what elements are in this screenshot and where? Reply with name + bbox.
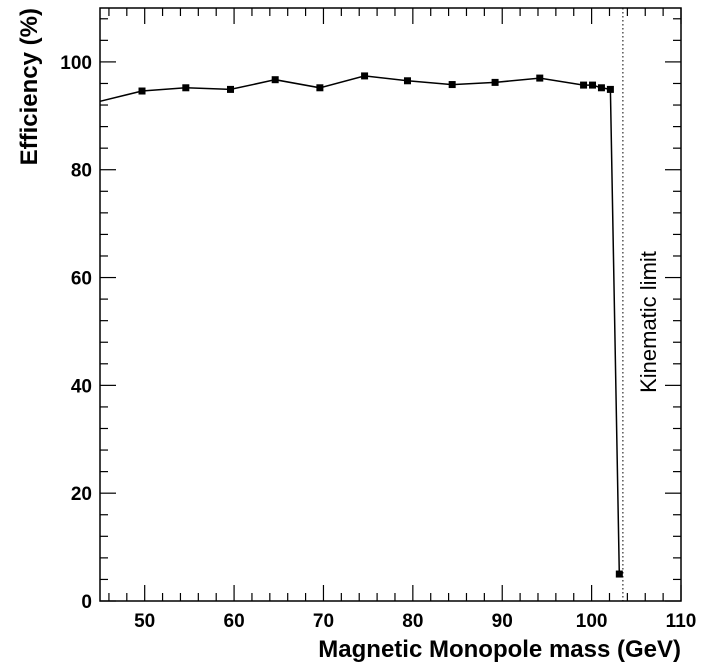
data-point: [361, 72, 369, 80]
x-tick-label: 50: [134, 611, 155, 632]
plot-frame: [99, 7, 682, 602]
data-point: [597, 84, 605, 92]
y-tick-label: 40: [71, 376, 92, 397]
y-tick-label: 60: [71, 269, 92, 290]
x-tick-label: 60: [224, 611, 245, 632]
data-point: [227, 85, 235, 93]
x-axis-title: Magnetic Monopole mass (GeV): [318, 636, 681, 663]
y-axis-title: Efficiency (%): [16, 8, 43, 165]
data-point: [138, 87, 146, 95]
kinematic-limit-label: Kinematic limit: [636, 251, 661, 393]
data-point: [589, 81, 597, 89]
data-point: [271, 76, 279, 84]
y-tick-label: 80: [71, 161, 92, 182]
data-point: [580, 81, 588, 89]
y-tick-label: 20: [71, 484, 92, 505]
data-point: [491, 78, 499, 86]
data-point: [615, 570, 623, 578]
data-point: [606, 85, 614, 93]
x-tick-label: 70: [313, 611, 334, 632]
y-tick-label: 0: [81, 592, 92, 613]
data-point: [182, 84, 190, 92]
x-tick-label: 100: [576, 611, 608, 632]
series-line: [99, 75, 621, 575]
data-point: [403, 77, 411, 85]
data-point: [316, 84, 324, 92]
x-tick-label: 90: [492, 611, 513, 632]
plot-area: 50 60 70 80 90 100 110 0 20 40 60 80 100 Magnetic Mon…: [16, 7, 697, 663]
x-tick-label: 80: [402, 611, 423, 632]
data-point: [448, 81, 456, 89]
y-tick-label: 100: [60, 53, 92, 74]
data-point: [536, 74, 544, 82]
x-tick-label: 110: [666, 611, 697, 632]
